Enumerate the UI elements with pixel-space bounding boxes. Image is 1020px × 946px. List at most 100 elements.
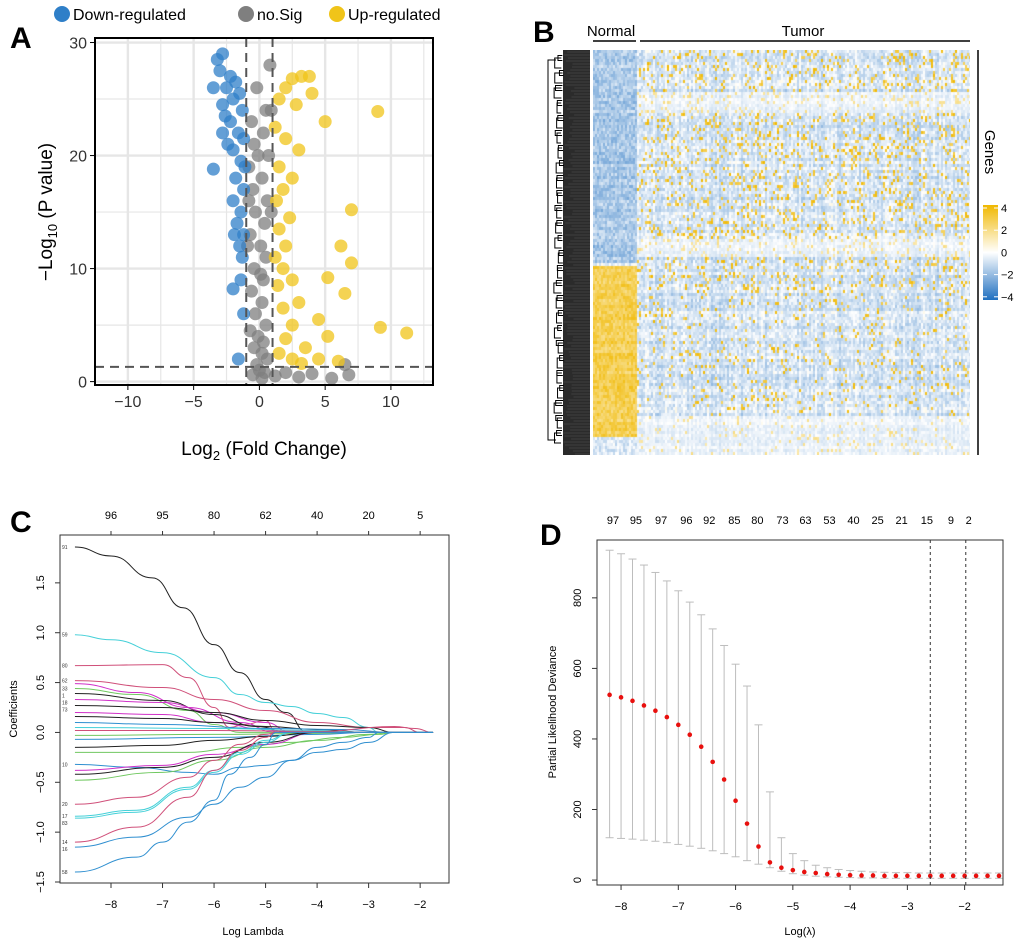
dendrogram-branch <box>556 312 563 324</box>
data-point-down-regulated <box>216 47 230 61</box>
data-point-no-sig <box>256 126 270 140</box>
data-point-no-sig <box>242 194 256 208</box>
data-point-down-regulated <box>237 307 251 321</box>
x-tick-label: −8 <box>615 901 628 913</box>
data-point-up-regulated <box>285 273 299 287</box>
top-axis-label: 97 <box>607 515 619 527</box>
x-tick-label: −7 <box>672 901 685 913</box>
mean-deviance-point <box>721 777 727 782</box>
data-point-no-sig <box>247 137 261 151</box>
mean-deviance-point <box>905 873 910 879</box>
data-point-up-regulated <box>318 115 332 129</box>
top-tick-label: 62 <box>259 510 271 522</box>
dendrogram-leaves <box>563 50 590 455</box>
x-tick-label: −4 <box>844 901 857 913</box>
data-point-no-sig <box>245 115 259 129</box>
y-tick-label: 1.5 <box>35 575 47 590</box>
dendrogram-branch <box>556 370 563 376</box>
dendrogram-branch <box>557 147 563 159</box>
data-point-up-regulated <box>285 352 299 366</box>
y-tick-label: 0 <box>78 375 87 392</box>
y-tick-label: 600 <box>572 659 584 677</box>
top-tick-label: 96 <box>105 510 117 522</box>
x-tick-label: 0 <box>255 394 264 411</box>
coefficient-path-label: 91 <box>62 545 68 551</box>
coefficient-path <box>74 683 434 733</box>
legend-marker-down <box>54 6 70 22</box>
mean-deviance-point <box>996 873 1002 879</box>
data-point-down-regulated <box>227 228 241 242</box>
colorbar-tick-label: 4 <box>1001 203 1007 215</box>
mean-deviance-point <box>927 873 933 879</box>
data-point-up-regulated <box>272 92 286 106</box>
coefficient-path <box>74 725 434 733</box>
coefficient-path-label: 58 <box>62 870 68 876</box>
dendrogram-root <box>547 59 556 441</box>
coefficient-path <box>74 546 434 733</box>
volcano-y-axis-label: −Log10 (P value) <box>36 143 60 281</box>
data-point-up-regulated <box>292 295 306 309</box>
x-label-part: (Fold Change) <box>220 439 347 460</box>
coefficient-path-label: 73 <box>62 708 68 714</box>
data-point-up-regulated <box>334 239 348 253</box>
data-point-down-regulated <box>238 160 252 174</box>
data-point-up-regulated <box>283 211 297 225</box>
heatmap-cells <box>593 50 970 455</box>
group-label-tumor: Tumor <box>782 23 825 40</box>
data-point-up-regulated <box>338 286 352 300</box>
dendrogram-branch <box>555 415 563 421</box>
top-tick-label: 40 <box>311 510 323 522</box>
data-point-no-sig <box>259 250 273 264</box>
mean-deviance-point <box>744 821 750 826</box>
coefficient-path <box>74 680 434 733</box>
data-point-no-sig <box>254 239 268 253</box>
x-tick-label: 10 <box>382 394 400 411</box>
y-tick-label: 10 <box>69 262 87 279</box>
cv-y-axis-label: Partial Likelihood Deviance <box>547 646 559 779</box>
top-axis-label: 73 <box>776 515 788 527</box>
dendrogram-branch <box>556 417 562 429</box>
coefficient-path <box>74 731 434 775</box>
dendrogram-branch <box>556 430 563 436</box>
data-point-no-sig <box>259 318 273 332</box>
plot-frame <box>59 534 450 884</box>
x-tick-label: −2 <box>958 901 971 913</box>
data-point-up-regulated <box>312 312 326 326</box>
coefficient-path <box>74 731 434 873</box>
data-point-down-regulated <box>206 162 220 176</box>
coefficient-path-label: 10 <box>62 762 68 768</box>
data-point-up-regulated <box>373 320 387 334</box>
data-point-up-regulated <box>279 332 293 346</box>
data-point-up-regulated <box>276 182 290 196</box>
data-point-up-regulated <box>285 171 299 185</box>
dendrogram-branch <box>557 310 564 316</box>
legend-label-up: Up-regulated <box>348 7 441 24</box>
mean-deviance-point <box>847 872 853 878</box>
data-point-up-regulated <box>312 352 326 366</box>
data-point-up-regulated <box>371 104 385 118</box>
dendrogram-branch <box>557 325 563 331</box>
data-point-no-sig <box>305 367 319 381</box>
x-tick-label: −10 <box>114 394 141 411</box>
top-axis-label: 96 <box>680 515 692 527</box>
dendrogram-branch <box>554 130 563 136</box>
coefficient-path <box>74 731 434 848</box>
data-point-down-regulated <box>231 352 245 366</box>
dendrogram-branch <box>553 282 562 294</box>
top-axis-label: 40 <box>847 515 859 527</box>
data-point-up-regulated <box>271 279 285 293</box>
dendrogram-branch <box>556 372 562 384</box>
data-point-no-sig <box>248 307 262 321</box>
dendrogram-branch <box>556 132 562 144</box>
y-tick-label: −0.5 <box>35 771 47 793</box>
dendrogram-branch <box>556 190 563 196</box>
mean-deviance-point <box>653 708 658 714</box>
x-tick-label: −3 <box>901 901 914 913</box>
dendrogram-branch <box>555 297 563 309</box>
x-tick-label: −5 <box>259 899 272 911</box>
coefficient-path-label: 14 <box>62 840 68 846</box>
x-tick-label: −5 <box>185 394 203 411</box>
data-point-down-regulated <box>234 205 248 219</box>
mean-deviance-point <box>756 844 761 849</box>
